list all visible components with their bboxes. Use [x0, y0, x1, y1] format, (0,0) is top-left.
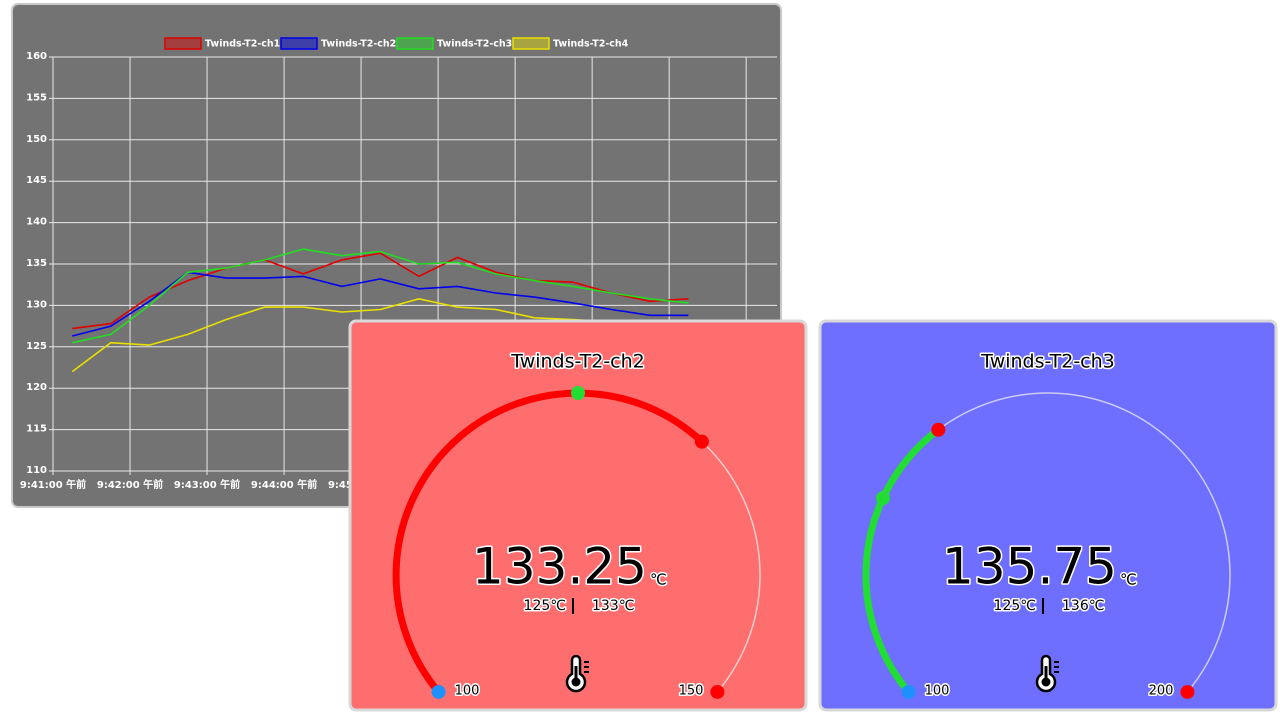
gauge-title: Twinds-T2-ch3: [980, 351, 1115, 373]
y-tick-label: 145: [26, 175, 47, 186]
series-line: [72, 271, 689, 337]
min-dot: [901, 684, 916, 699]
thermometer-icon: [565, 654, 589, 693]
gauge-value: 135.75: [942, 538, 1117, 596]
y-tick-label: 110: [26, 465, 47, 476]
gauge-unit: ℃: [1120, 571, 1137, 589]
legend-swatch: [164, 37, 202, 50]
marker-dot: [571, 386, 585, 400]
legend-label: Twinds-T2-ch3: [437, 39, 512, 50]
legend-label: Twinds-T2-ch4: [553, 39, 629, 50]
thermometer-icon: [1035, 654, 1059, 693]
legend-label: Twinds-T2-ch2: [321, 39, 396, 50]
gauge-title: Twinds-T2-ch2: [510, 351, 645, 373]
value-dot: [694, 434, 709, 449]
marker-dot: [876, 491, 891, 506]
legend-label: Twinds-T2-ch1: [205, 39, 280, 50]
series-line: [72, 248, 689, 344]
y-tick-label: 120: [26, 382, 47, 393]
stat-low: 125℃: [524, 598, 566, 614]
legend-swatch: [280, 37, 318, 50]
y-tick-label: 135: [26, 258, 47, 269]
gauge-value: 133.25: [472, 538, 647, 596]
legend-swatch: [396, 37, 434, 50]
min-dot: [431, 684, 446, 699]
min-label: 100: [455, 683, 480, 698]
value-dot: [931, 422, 946, 437]
y-tick-label: 160: [26, 51, 47, 62]
y-tick-label: 130: [26, 299, 47, 310]
legend-swatch: [512, 37, 550, 50]
y-tick-label: 140: [26, 217, 47, 228]
y-tick-label: 155: [26, 92, 47, 103]
gauge-value-arc: [862, 426, 942, 696]
x-tick-label: 9:43:00 午前: [174, 478, 240, 491]
max-label: 150: [679, 683, 704, 698]
y-tick-label: 115: [26, 424, 47, 435]
stat-high: 136℃: [1062, 598, 1104, 614]
series-line: [72, 252, 689, 330]
gauge-card: [348, 319, 808, 712]
max-dot: [710, 684, 725, 699]
max-label: 200: [1149, 683, 1174, 698]
x-tick-label: 9:42:00 午前: [97, 478, 163, 491]
x-tick-label: 9:44:00 午前: [251, 478, 317, 491]
gauge-unit: ℃: [650, 571, 667, 589]
gauge-card: [818, 319, 1278, 712]
y-tick-label: 125: [26, 341, 47, 352]
max-dot: [1180, 684, 1195, 699]
x-tick-label: 9:41:00 午前: [20, 478, 86, 491]
stat-high: 133℃: [592, 598, 634, 614]
y-tick-label: 150: [26, 134, 47, 145]
stat-low: 125℃: [994, 598, 1036, 614]
min-label: 100: [925, 683, 950, 698]
gauge-value-arc: [392, 389, 706, 696]
